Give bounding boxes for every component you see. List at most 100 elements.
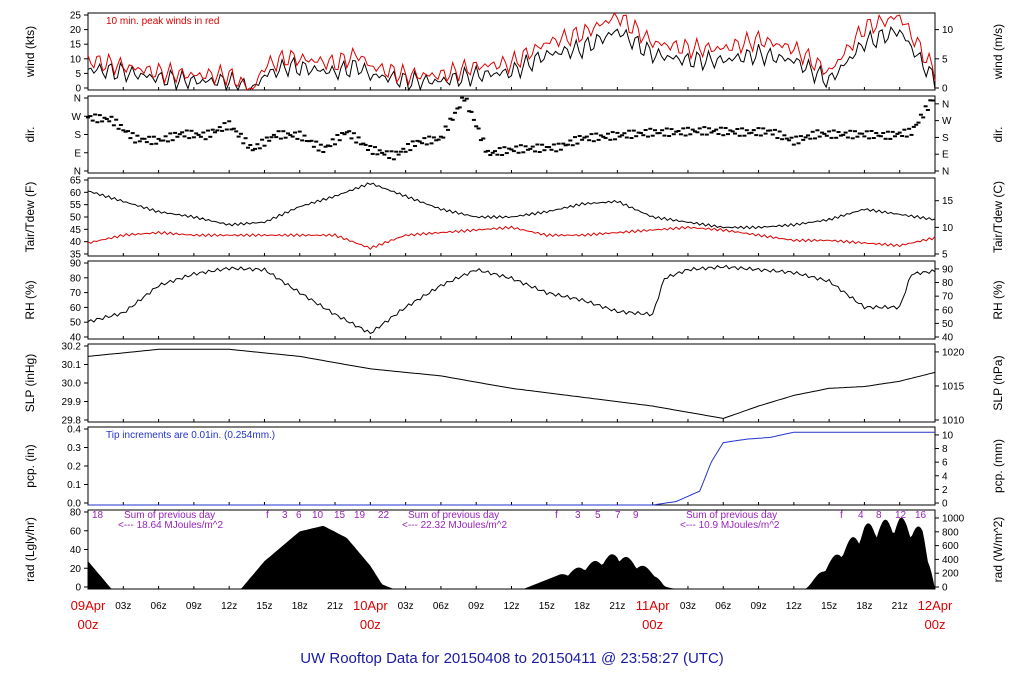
left-tick-label-wind: 25 (70, 11, 82, 22)
dir-point (923, 105, 928, 108)
dir-point (163, 135, 168, 138)
dir-point (220, 129, 225, 132)
right-tick-label-dir: N (942, 167, 949, 178)
dir-point (709, 131, 714, 134)
dir-point (269, 136, 274, 139)
dir-point (697, 127, 702, 130)
dir-point (841, 133, 846, 136)
dir-point (554, 150, 559, 153)
dir-point (845, 136, 850, 139)
dir-point (450, 118, 455, 121)
dir-point (243, 137, 248, 140)
dir-point (363, 143, 368, 146)
rad-hour-mark: 3 (282, 510, 288, 521)
dir-point (323, 145, 328, 148)
dir-point (504, 152, 509, 155)
dir-point (511, 150, 516, 153)
dir-point (914, 123, 919, 126)
left-tick-label-rh: 50 (70, 318, 82, 329)
dir-point (737, 134, 742, 137)
right-tick-label-rh: 90 (942, 264, 954, 275)
dir-point (467, 110, 472, 113)
dir-point (201, 131, 206, 134)
rad-hour-mark: f (555, 510, 558, 521)
dir-point (302, 134, 307, 137)
footer-at: @ (601, 650, 617, 667)
dir-point (151, 135, 156, 138)
x-hour-label: 15z (821, 601, 837, 612)
dir-point (862, 135, 867, 138)
dir-point (789, 136, 794, 139)
dir-point (210, 128, 215, 131)
dir-point (542, 149, 547, 152)
dir-point (622, 132, 627, 135)
dir-point (389, 150, 394, 153)
x-hour-label: 21z (327, 601, 343, 612)
dir-point (206, 129, 210, 132)
dir-point (777, 130, 782, 133)
dir-point (229, 128, 234, 131)
x-hour-label: 06z (715, 601, 731, 612)
dir-point (170, 139, 175, 142)
right-tick-label-pcp: 6 (942, 458, 948, 469)
dir-point (526, 148, 530, 151)
dir-point (594, 132, 599, 135)
dir-point (196, 133, 201, 136)
ylabel-right-rh: RH (%) (991, 280, 1005, 319)
dir-point (740, 127, 745, 130)
dir-point (521, 151, 526, 154)
dir-point (730, 130, 735, 133)
dir-point (198, 135, 203, 138)
left-tick-label-pcp: 0.4 (67, 425, 81, 436)
dir-point (608, 138, 613, 141)
dir-point (290, 135, 295, 138)
dir-point (662, 134, 667, 137)
dir-point (278, 137, 283, 140)
dir-point (718, 126, 723, 129)
dir-point (422, 137, 427, 140)
dir-point (547, 146, 552, 149)
dir-point (801, 138, 806, 141)
dir-point (100, 120, 105, 123)
dir-point (726, 133, 730, 136)
dir-point (617, 135, 622, 138)
dir-point (754, 134, 759, 137)
dir-point (606, 132, 610, 135)
dir-point (610, 131, 615, 134)
dir-point (189, 129, 194, 132)
dir-point (864, 130, 869, 133)
dir-point (180, 131, 185, 134)
dir-point (721, 134, 726, 137)
right-tick-label-pcp: 0 (942, 499, 948, 510)
dir-point (293, 131, 297, 134)
dir-point (874, 132, 879, 134)
ylabel-right-temp: Tair/Tdew (C) (991, 181, 1005, 253)
x-day-label: 11Apr (636, 598, 670, 613)
dir-point (154, 142, 159, 145)
radiation-area (88, 517, 935, 589)
dir-point (702, 126, 707, 129)
dir-point (93, 113, 98, 116)
dir-point (530, 145, 535, 148)
dir-point (570, 144, 575, 147)
dir-point (286, 132, 290, 135)
ylabel-right-pcp: pcp. (mm) (991, 439, 1005, 493)
rad-hour-mark: 7 (615, 510, 621, 521)
right-tick-label-rh: 60 (942, 305, 954, 316)
dir-point (135, 134, 140, 137)
right-tick-label-rad: 200 (942, 569, 959, 580)
dir-point (429, 142, 434, 145)
left-tick-label-dir: E (74, 148, 81, 159)
dir-point (827, 130, 832, 133)
x-hour-label: 18z (292, 601, 308, 612)
dir-point (860, 132, 865, 135)
footer-title: UW Rooftop Data for 20150408 to 20150411… (0, 650, 1024, 667)
left-tick-label-dir: W (72, 112, 82, 123)
dir-point (462, 99, 467, 102)
dir-point (142, 137, 147, 140)
dir-point (446, 128, 450, 131)
right-tick-label-dir: N (942, 99, 949, 110)
dir-point (356, 136, 361, 139)
dir-point (168, 132, 173, 135)
x-day-sub: 00z (925, 617, 946, 632)
